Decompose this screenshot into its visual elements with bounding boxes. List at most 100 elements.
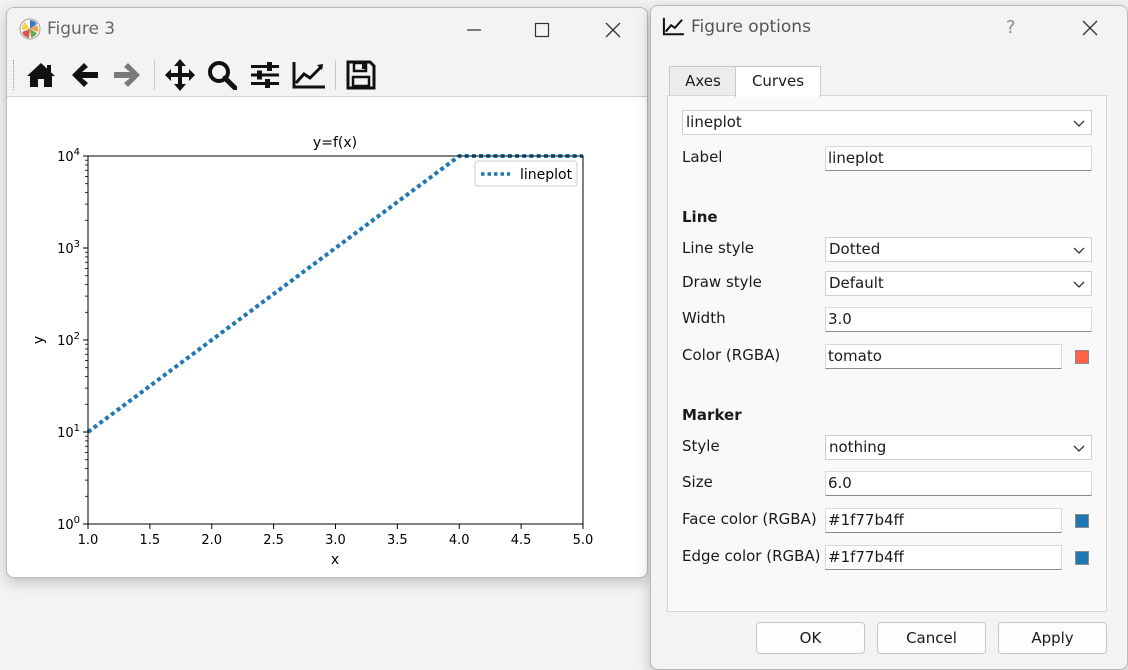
ok-button[interactable]: OK [756, 622, 865, 654]
draw-style-label: Draw style [682, 273, 762, 291]
minimize-icon [467, 29, 481, 31]
y-tick-label: 101 [57, 423, 80, 441]
legend: lineplot [474, 160, 578, 187]
save-button[interactable] [343, 58, 379, 92]
cancel-button[interactable]: Cancel [877, 622, 986, 654]
line-color-label: Color (RGBA) [682, 346, 781, 364]
edge-color-input[interactable]: #1f77b4ff [825, 545, 1062, 570]
edit-curves-button[interactable] [291, 58, 327, 92]
edge-color-label: Edge color (RGBA) [682, 547, 821, 565]
x-tick-label: 3.5 [387, 533, 408, 548]
chevron-down-icon [1073, 445, 1085, 452]
y-axis-ticks: 100 101 102 103 104 [57, 147, 88, 533]
matplotlib-logo-icon [19, 18, 41, 40]
label-field-label: Label [682, 148, 723, 166]
figure-options-dialog: Figure options ? Axes Curves lineplot La… [650, 5, 1128, 670]
axes-frame [87, 155, 584, 525]
minimize-button[interactable] [457, 16, 491, 44]
back-button[interactable] [67, 58, 103, 92]
plot-canvas[interactable]: y=f(x) 1.0 1.5 2.0 2.5 3.0 3.5 4.0 4.5 5.0 100 10… [7, 97, 647, 577]
y-tick-label: 104 [57, 147, 80, 165]
x-tick-label: 3.0 [325, 533, 346, 548]
line-style-value: Dotted [829, 240, 881, 258]
tab-axes[interactable]: Axes [669, 66, 737, 96]
marker-style-select[interactable]: nothing [825, 435, 1092, 460]
marker-style-label: Style [682, 437, 720, 455]
chart-title: y=f(x) [313, 135, 357, 151]
y-tick-label: 102 [57, 331, 80, 349]
chevron-down-icon [1073, 247, 1085, 254]
dialog-title: Figure options [691, 17, 811, 37]
width-label: Width [682, 309, 726, 327]
configure-subplots-button[interactable] [247, 58, 283, 92]
maximize-icon [534, 22, 550, 38]
curve-select[interactable]: lineplot [682, 110, 1092, 135]
marker-size-label: Size [682, 473, 713, 491]
x-tick-label: 5.0 [573, 533, 594, 548]
close-button[interactable] [596, 16, 630, 44]
edge-color-swatch-button[interactable] [1075, 551, 1089, 565]
save-icon [346, 60, 376, 90]
y-tick-label: 103 [57, 239, 80, 257]
y-tick-label: 100 [57, 515, 80, 533]
back-arrow-icon [72, 63, 98, 87]
width-input[interactable]: 3.0 [825, 307, 1092, 332]
x-tick-label: 2.5 [263, 533, 284, 548]
edit-curves-icon [292, 62, 325, 89]
home-icon [27, 63, 55, 87]
curve-select-value: lineplot [686, 113, 742, 131]
label-input[interactable]: lineplot [825, 146, 1092, 171]
edit-curves-icon [662, 17, 684, 36]
tab-curves[interactable]: Curves [735, 66, 821, 97]
dialog-close-button[interactable] [1073, 14, 1107, 42]
legend-label: lineplot [520, 167, 573, 183]
x-axis-ticks: 1.0 1.5 2.0 2.5 3.0 3.5 4.0 4.5 5.0 [78, 524, 594, 548]
draw-style-select[interactable]: Default [825, 271, 1092, 296]
x-tick-label: 1.5 [140, 533, 161, 548]
toolbar-separator [335, 60, 336, 90]
navigation-toolbar [7, 52, 647, 97]
y-axis-label: y [31, 336, 47, 344]
pan-button[interactable] [162, 58, 198, 92]
close-icon [605, 22, 621, 38]
legend-box [474, 160, 578, 187]
forward-arrow-icon [114, 63, 140, 87]
maximize-button[interactable] [525, 16, 559, 44]
line-color-input[interactable]: tomato [825, 344, 1062, 369]
face-color-label: Face color (RGBA) [682, 510, 817, 528]
home-button[interactable] [23, 58, 59, 92]
toolbar-grip[interactable] [13, 60, 16, 90]
chevron-down-icon [1073, 281, 1085, 288]
subplots-icon [251, 62, 279, 88]
face-color-input[interactable]: #1f77b4ff [825, 508, 1062, 533]
zoom-button[interactable] [204, 58, 240, 92]
chart-svg: y=f(x) 1.0 1.5 2.0 2.5 3.0 3.5 4.0 4.5 5.0 10010… [31, 135, 594, 568]
x-tick-label: 4.0 [449, 533, 470, 548]
marker-size-input[interactable]: 6.0 [825, 471, 1092, 496]
close-icon [1082, 20, 1098, 36]
apply-button[interactable]: Apply [998, 622, 1107, 654]
forward-button[interactable] [109, 58, 145, 92]
toolbar-separator [154, 60, 155, 90]
dialog-titlebar[interactable]: Figure options ? [651, 6, 1127, 50]
face-color-swatch-button[interactable] [1075, 514, 1089, 528]
line-style-label: Line style [682, 239, 754, 257]
figure-window-title: Figure 3 [47, 19, 116, 39]
zoom-icon [208, 61, 237, 90]
chevron-down-icon [1073, 120, 1085, 127]
line-color-swatch-button[interactable] [1075, 350, 1089, 364]
x-tick-label: 2.0 [201, 533, 222, 548]
x-tick-label: 1.0 [78, 533, 99, 548]
draw-style-value: Default [829, 274, 884, 292]
marker-style-value: nothing [829, 438, 887, 456]
x-tick-label: 4.5 [511, 533, 532, 548]
help-button[interactable]: ? [1006, 17, 1016, 38]
pan-icon [165, 59, 195, 91]
figure-window: Figure 3 [6, 7, 648, 578]
x-axis-label: x [331, 552, 339, 568]
marker-section-header: Marker [682, 406, 742, 424]
axes-area [88, 156, 583, 524]
line-style-select[interactable]: Dotted [825, 237, 1092, 262]
line-section-header: Line [682, 208, 718, 226]
figure-titlebar[interactable]: Figure 3 [7, 8, 647, 52]
